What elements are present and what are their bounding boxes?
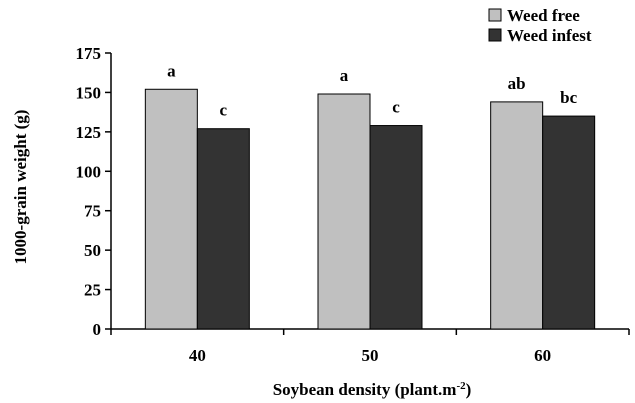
- bar-significance-label: bc: [560, 88, 577, 107]
- x-axis-title: Soybean density (plant.m-2): [273, 380, 472, 399]
- y-tick-label: 175: [76, 44, 102, 63]
- legend-swatch: [488, 8, 502, 22]
- x-axis-title-text: Soybean density (plant.m: [273, 380, 457, 399]
- y-tick-label: 125: [76, 123, 102, 142]
- x-axis-title-superscript: -2: [456, 380, 466, 392]
- bar-significance-label: c: [220, 101, 228, 120]
- y-axis-title: 1000-grain weight (g): [11, 110, 30, 265]
- bar-significance-label: ab: [508, 74, 526, 93]
- x-tick-label: 40: [189, 346, 206, 365]
- y-tick-label: 0: [93, 320, 102, 339]
- bar-significance-label: a: [340, 66, 349, 85]
- bars: [144, 88, 596, 330]
- bar-weed-infest: [369, 125, 423, 330]
- y-tick-label: 100: [76, 162, 102, 181]
- legend-swatch: [488, 28, 502, 42]
- x-axis: 40 50 60: [110, 328, 630, 365]
- bar-labels: a c a c ab bc: [167, 61, 578, 119]
- bar-weed-infest: [196, 128, 250, 330]
- bar-weed-infest: [542, 115, 596, 330]
- bar-weed-free: [144, 88, 198, 330]
- y-axis: 0 25 50 75 100 125 150 175: [76, 44, 112, 339]
- legend-label: Weed free: [507, 6, 580, 25]
- x-axis-title-close: ): [466, 380, 472, 399]
- bar-significance-label: a: [167, 61, 176, 80]
- y-tick-label: 150: [76, 83, 102, 102]
- y-tick-label: 50: [84, 241, 101, 260]
- x-tick-label: 50: [362, 346, 379, 365]
- y-tick-label: 75: [84, 202, 101, 221]
- bar-weed-free: [317, 93, 371, 330]
- x-tick-label: 60: [534, 346, 551, 365]
- bar-weed-free: [490, 101, 544, 330]
- bar-significance-label: c: [392, 98, 400, 117]
- y-tick-label: 25: [84, 281, 101, 300]
- legend-label: Weed infest: [507, 26, 592, 45]
